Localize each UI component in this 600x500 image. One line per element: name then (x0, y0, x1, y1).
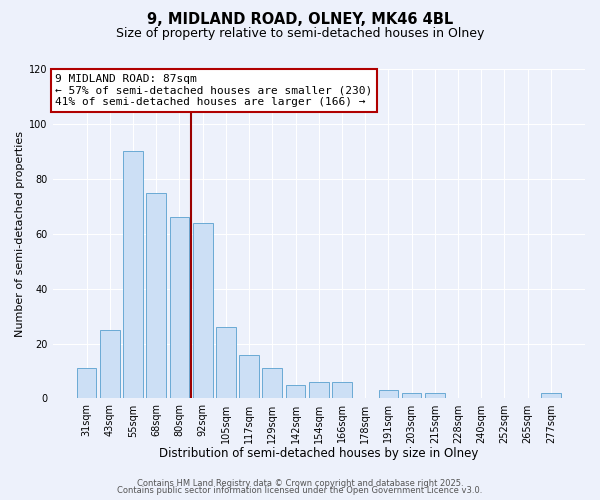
X-axis label: Distribution of semi-detached houses by size in Olney: Distribution of semi-detached houses by … (159, 447, 478, 460)
Bar (146, 192, 166, 398)
Bar (100, 330, 119, 398)
Bar (425, 393, 445, 398)
Bar (216, 327, 236, 398)
Text: 9 MIDLAND ROAD: 87sqm
← 57% of semi-detached houses are smaller (230)
41% of sem: 9 MIDLAND ROAD: 87sqm ← 57% of semi-deta… (55, 74, 373, 107)
Bar (332, 382, 352, 398)
Text: Contains public sector information licensed under the Open Government Licence v3: Contains public sector information licen… (118, 486, 482, 495)
Text: Size of property relative to semi-detached houses in Olney: Size of property relative to semi-detach… (116, 28, 484, 40)
Bar (170, 218, 190, 398)
Bar (402, 393, 421, 398)
Bar (309, 382, 329, 398)
Y-axis label: Number of semi-detached properties: Number of semi-detached properties (15, 130, 25, 336)
Bar (77, 368, 97, 398)
Text: Contains HM Land Registry data © Crown copyright and database right 2025.: Contains HM Land Registry data © Crown c… (137, 478, 463, 488)
Text: 9, MIDLAND ROAD, OLNEY, MK46 4BL: 9, MIDLAND ROAD, OLNEY, MK46 4BL (147, 12, 453, 28)
Bar (239, 354, 259, 399)
Bar (286, 384, 305, 398)
Bar (262, 368, 282, 398)
Bar (379, 390, 398, 398)
Bar (123, 152, 143, 398)
Bar (193, 223, 212, 398)
Bar (541, 393, 561, 398)
